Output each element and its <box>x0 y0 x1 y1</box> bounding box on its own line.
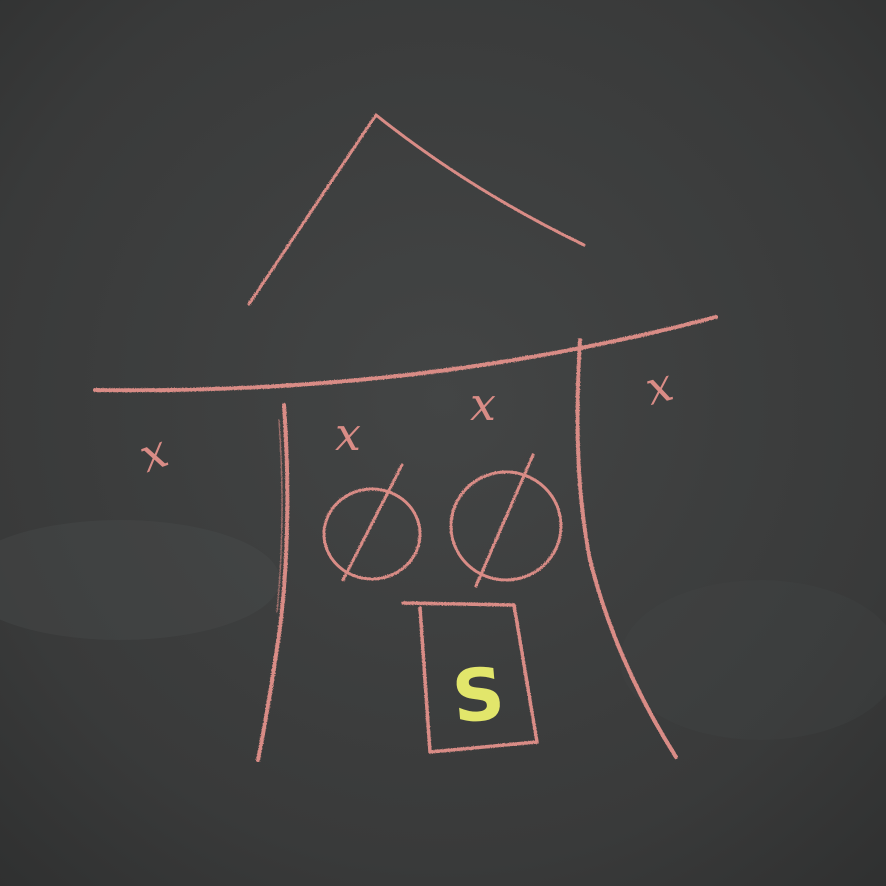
right-wall <box>575 338 678 759</box>
x-label-inner-left: x <box>335 407 361 461</box>
x-label-inner-right: x <box>470 377 496 431</box>
door-letter-s: S <box>449 651 508 739</box>
left-window <box>322 487 422 581</box>
left-wall-inner <box>276 419 283 613</box>
eave-line <box>93 315 718 393</box>
right-window <box>449 470 563 582</box>
left-window-slash <box>341 463 404 582</box>
roof-left-stroke <box>247 113 378 306</box>
eraser-smudge <box>620 580 886 740</box>
right-window-slash <box>474 453 535 588</box>
eraser-smudge <box>0 520 280 640</box>
red-chalk-lines <box>93 113 718 762</box>
roof-right-stroke <box>374 113 586 247</box>
door <box>401 601 539 754</box>
left-wall <box>256 403 290 762</box>
